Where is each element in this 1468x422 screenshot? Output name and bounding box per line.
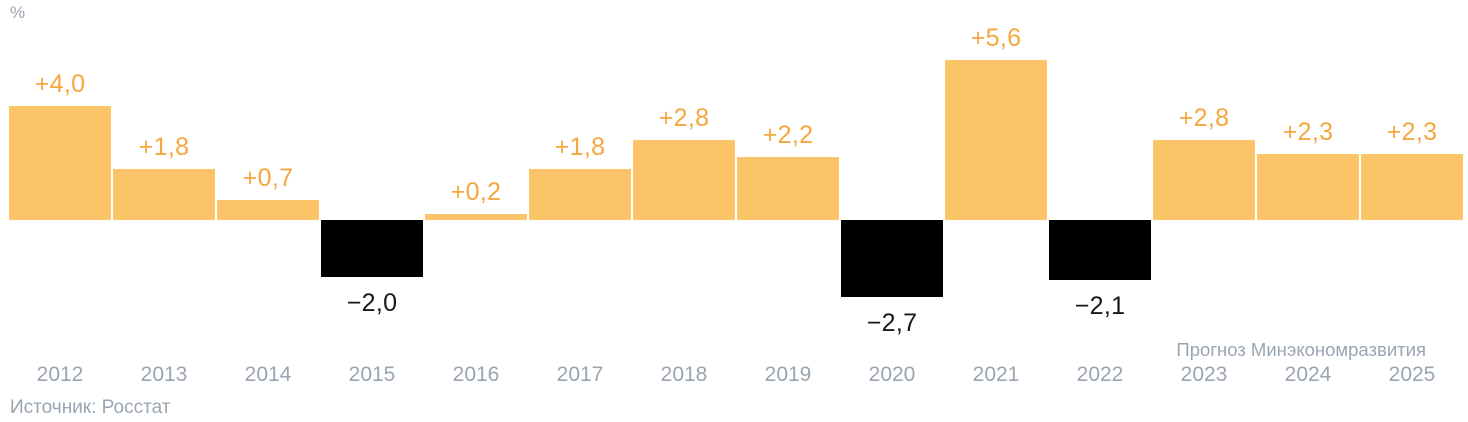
x-axis-label-2016: 2016	[452, 363, 500, 386]
bar-2014	[217, 200, 319, 220]
x-axis-label-2024: 2024	[1284, 363, 1332, 386]
x-axis-label-2021: 2021	[972, 363, 1020, 386]
x-axis-label-2017: 2017	[556, 363, 604, 386]
value-label-2016: +0,2	[450, 178, 502, 206]
value-label-2020: −2,7	[866, 309, 918, 337]
x-axis-label-2018: 2018	[660, 363, 708, 386]
bar-2015	[321, 220, 423, 277]
x-axis-label-2022: 2022	[1076, 363, 1124, 386]
bar-2012	[9, 106, 111, 220]
bar-2025	[1361, 154, 1463, 220]
x-axis-label-2015: 2015	[348, 363, 396, 386]
value-label-2015: −2,0	[346, 289, 398, 317]
bar-2022	[1049, 220, 1151, 280]
value-label-2019: +2,2	[762, 121, 814, 149]
x-axis-label-2014: 2014	[244, 363, 292, 386]
bar-2018	[633, 140, 735, 220]
value-label-2018: +2,8	[658, 104, 710, 132]
value-label-2014: +0,7	[242, 164, 294, 192]
source-note: Источник: Росстат	[10, 397, 171, 418]
value-label-2013: +1,8	[138, 133, 190, 161]
value-label-2012: +4,0	[34, 70, 86, 98]
bar-2023	[1153, 140, 1255, 220]
y-axis-unit-label: %	[10, 3, 26, 22]
bar-2024	[1257, 154, 1359, 220]
value-label-2023: +2,8	[1178, 104, 1230, 132]
x-axis-label-2023: 2023	[1180, 363, 1228, 386]
bar-2016	[425, 214, 527, 220]
value-label-2017: +1,8	[554, 133, 606, 161]
bar-2017	[529, 169, 631, 220]
x-axis-label-2012: 2012	[36, 363, 84, 386]
value-label-2021: +5,6	[970, 24, 1022, 52]
x-axis-label-2025: 2025	[1388, 363, 1436, 386]
x-axis-label-2013: 2013	[140, 363, 188, 386]
value-label-2024: +2,3	[1282, 118, 1334, 146]
x-axis-label-2020: 2020	[868, 363, 916, 386]
value-label-2022: −2,1	[1074, 292, 1126, 320]
forecast-annotation: Прогноз Минэкономразвития	[1176, 339, 1426, 360]
bar-2021	[945, 60, 1047, 220]
bar-2013	[113, 169, 215, 220]
bar-2019	[737, 157, 839, 220]
bar-2020	[841, 220, 943, 297]
x-axis-label-2019: 2019	[764, 363, 812, 386]
value-label-2025: +2,3	[1386, 118, 1438, 146]
